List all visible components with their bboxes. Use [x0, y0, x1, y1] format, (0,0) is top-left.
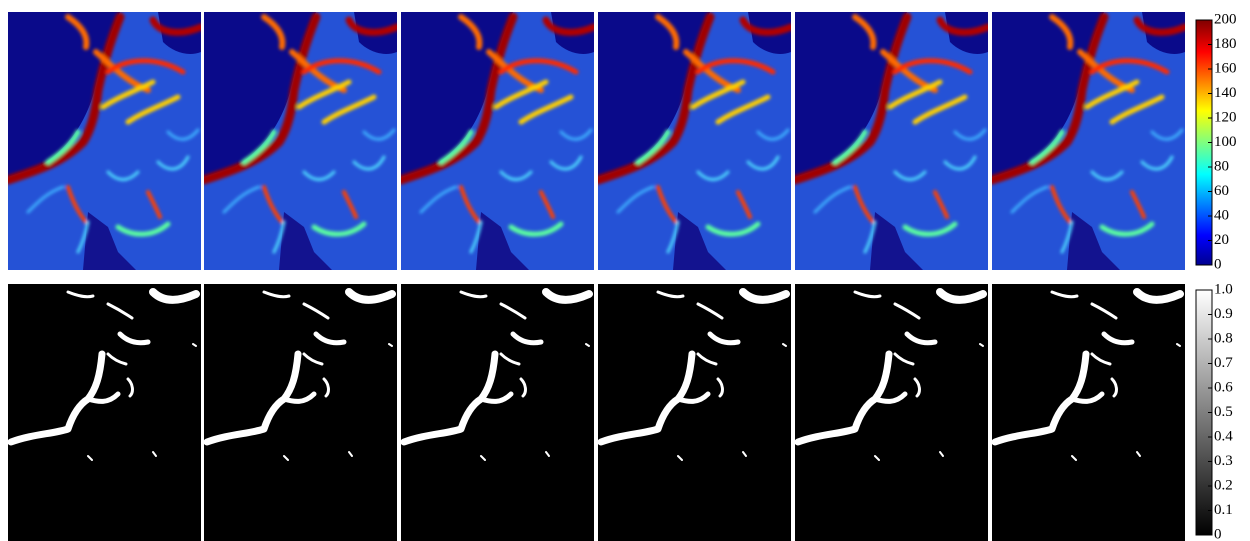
colorbar-tick-label: 0.2	[1214, 477, 1233, 493]
colorbar-tick-label: 200	[1214, 11, 1237, 27]
colorbar-tick-label: 0.4	[1214, 428, 1233, 444]
front-mask	[992, 284, 1185, 541]
front-mask	[795, 284, 988, 541]
ocean-map	[204, 12, 397, 270]
front-mask	[401, 284, 594, 541]
colorbar-tick-label: 140	[1214, 85, 1237, 101]
ocean-map	[401, 12, 594, 270]
colorbar-tick-label: 0.7	[1214, 355, 1233, 371]
front-mask	[598, 284, 791, 541]
ocean-map	[598, 12, 791, 270]
front-mask	[8, 284, 201, 541]
colorbar-tick-label: 20	[1214, 232, 1229, 248]
colorbar-tick-label: 0.1	[1214, 502, 1233, 518]
figure: 0 20 40 60 80 100 120 140 160 180 200 0 0.1 0.2 0.3 0.4…	[0, 0, 1250, 541]
colorbar-tick-label: 60	[1214, 183, 1229, 199]
colorbar-tick-label: 0.5	[1214, 404, 1233, 420]
colorbar-tick-label: 0.6	[1214, 379, 1233, 395]
colorbar-tick-label: 0.3	[1214, 453, 1233, 469]
colorbar-tick-label: 0	[1214, 256, 1222, 272]
top-panels	[8, 12, 1185, 270]
ocean-map	[8, 12, 201, 270]
colorbar-tick-label: 100	[1214, 134, 1237, 150]
front-mask	[204, 284, 397, 541]
ocean-map	[795, 12, 988, 270]
colorbar-tick-label: 180	[1214, 36, 1237, 52]
ocean-map	[992, 12, 1185, 270]
colorbar-tick-label: 120	[1214, 109, 1237, 125]
colorbar-tick-label: 0	[1214, 526, 1222, 541]
colorbar-tick-label: 40	[1214, 207, 1229, 223]
colorbar-tick-label: 1.0	[1214, 281, 1233, 297]
bottom-panels	[8, 284, 1185, 541]
colorbar-tick-label: 0.8	[1214, 330, 1233, 346]
colorbar-tick-label: 0.9	[1214, 306, 1233, 322]
colorbar-tick-label: 80	[1214, 158, 1229, 174]
colorbar-tick-label: 160	[1214, 60, 1237, 76]
